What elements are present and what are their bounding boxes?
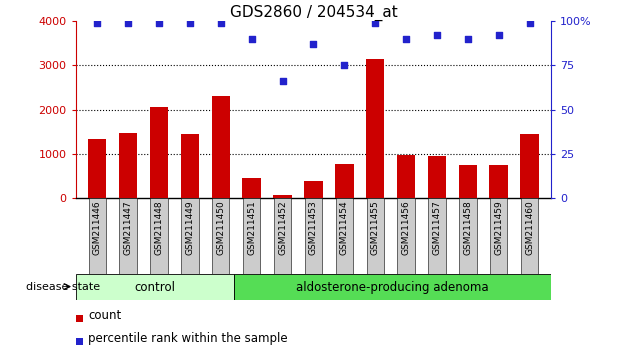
FancyBboxPatch shape [305, 198, 322, 274]
FancyBboxPatch shape [367, 198, 384, 274]
Text: count: count [88, 309, 122, 322]
FancyBboxPatch shape [181, 198, 198, 274]
Bar [76, 338, 83, 345]
Point [215, 20, 226, 26]
Text: GSM211451: GSM211451 [247, 200, 256, 255]
Point [494, 33, 504, 38]
Point [370, 20, 381, 26]
FancyBboxPatch shape [336, 198, 353, 274]
Point [463, 36, 473, 42]
FancyBboxPatch shape [234, 274, 551, 300]
Bar [119, 133, 137, 198]
Text: GSM211448: GSM211448 [154, 200, 164, 255]
Text: GSM211458: GSM211458 [463, 200, 472, 255]
Text: disease state: disease state [26, 281, 101, 292]
Bar [397, 155, 415, 198]
Bar [76, 315, 83, 322]
Point [340, 63, 350, 68]
Point [246, 36, 256, 42]
FancyBboxPatch shape [521, 198, 538, 274]
Bar [150, 107, 168, 198]
FancyBboxPatch shape [490, 198, 507, 274]
FancyBboxPatch shape [212, 198, 229, 274]
Text: GSM211460: GSM211460 [525, 200, 534, 255]
Bar [490, 165, 508, 198]
Text: GSM211453: GSM211453 [309, 200, 318, 255]
Text: GSM211455: GSM211455 [370, 200, 380, 255]
Text: GSM211449: GSM211449 [185, 200, 195, 255]
FancyBboxPatch shape [151, 198, 168, 274]
Point [525, 20, 535, 26]
FancyBboxPatch shape [89, 198, 106, 274]
Text: GSM211447: GSM211447 [123, 200, 132, 255]
Point [92, 20, 102, 26]
Text: GSM211454: GSM211454 [340, 200, 349, 255]
FancyBboxPatch shape [120, 198, 137, 274]
Bar [273, 195, 292, 198]
Bar [243, 178, 261, 198]
Bar [212, 96, 230, 198]
Text: aldosterone-producing adenoma: aldosterone-producing adenoma [296, 281, 489, 293]
Bar [520, 134, 539, 198]
FancyBboxPatch shape [243, 198, 260, 274]
Title: GDS2860 / 204534_at: GDS2860 / 204534_at [229, 5, 398, 21]
Point [154, 20, 164, 26]
Point [185, 20, 195, 26]
Bar [459, 165, 477, 198]
FancyBboxPatch shape [428, 198, 445, 274]
Bar [181, 134, 199, 198]
Text: GSM211457: GSM211457 [432, 200, 442, 255]
Text: GSM211452: GSM211452 [278, 200, 287, 255]
Text: GSM211456: GSM211456 [401, 200, 411, 255]
Point [123, 20, 133, 26]
Point [401, 36, 411, 42]
Bar [428, 156, 446, 198]
Text: control: control [134, 281, 175, 293]
Bar [335, 164, 353, 198]
Bar [304, 181, 323, 198]
FancyBboxPatch shape [398, 198, 415, 274]
Bar [366, 59, 384, 198]
FancyBboxPatch shape [274, 198, 291, 274]
Text: GSM211446: GSM211446 [93, 200, 101, 255]
Point [277, 79, 287, 84]
FancyBboxPatch shape [76, 274, 234, 300]
Text: GSM211450: GSM211450 [216, 200, 226, 255]
Bar [88, 139, 106, 198]
Text: percentile rank within the sample: percentile rank within the sample [88, 332, 288, 345]
Point [309, 41, 319, 47]
Text: GSM211459: GSM211459 [495, 200, 503, 255]
Point [432, 33, 442, 38]
FancyBboxPatch shape [459, 198, 476, 274]
